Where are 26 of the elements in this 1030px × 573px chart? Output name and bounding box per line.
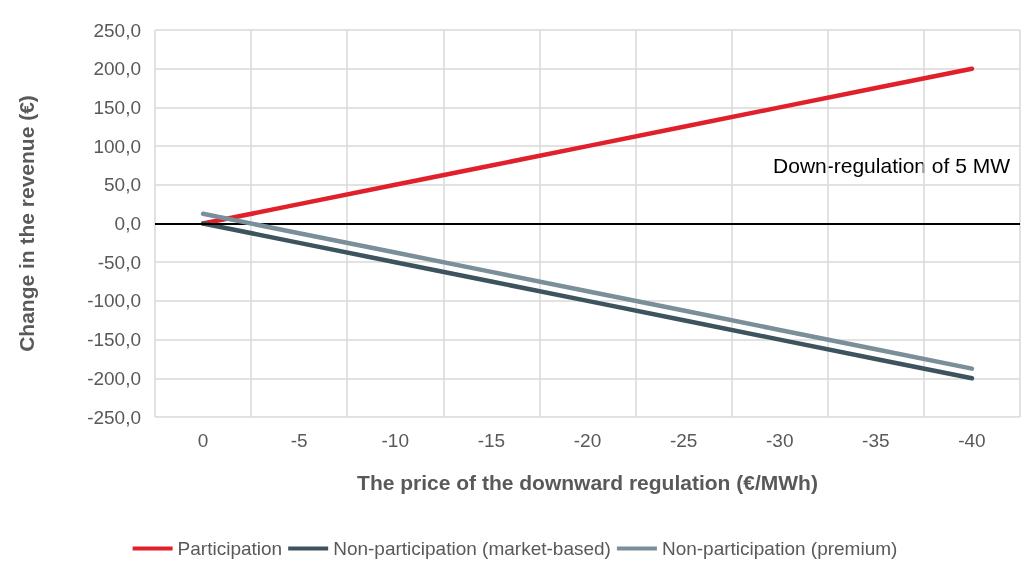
x-tick-label: -5 [290, 430, 308, 451]
x-tick-label: -35 [862, 430, 890, 451]
y-tick-label: 250,0 [93, 19, 141, 41]
y-tick-label: -250,0 [87, 406, 141, 428]
y-tick-label: 150,0 [93, 96, 141, 118]
x-tick-label: -15 [477, 430, 506, 451]
y-tick-label: -100,0 [87, 290, 141, 312]
y-axis-title: Change in the revenue (€) [15, 95, 38, 352]
x-tick-label: -30 [765, 430, 794, 451]
y-tick-label: 0,0 [114, 213, 141, 234]
legend-label: Participation [177, 538, 283, 559]
y-tick-label: -150,0 [87, 329, 141, 351]
annotation: Down-regulation of 5 MW [773, 154, 1011, 177]
x-tick-label: -40 [958, 430, 986, 451]
x-axis-title: The price of the downward regulation (€/MWh) [357, 471, 818, 494]
legend-label: Non-participation (premium) [661, 538, 898, 559]
y-tick-label: 50,0 [104, 174, 141, 196]
y-tick-label: 100,0 [93, 135, 141, 157]
x-tick-label: -10 [381, 430, 410, 451]
y-tick-label: -200,0 [87, 367, 141, 389]
x-tick-label: -25 [669, 430, 698, 451]
y-tick-label: 200,0 [93, 58, 141, 80]
x-tick-label: -20 [573, 430, 602, 451]
legend-label: Non-participation (market-based) [333, 538, 611, 559]
x-tick-label: 0 [197, 430, 209, 451]
y-tick-label: -50,0 [97, 251, 141, 273]
